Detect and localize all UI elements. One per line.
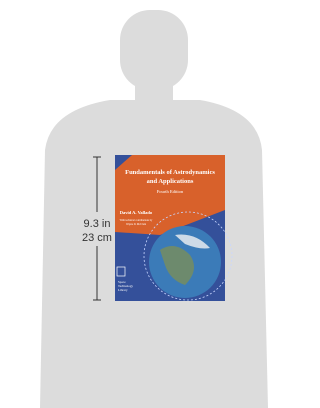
book: Fundamentals of Astrodynamics and Applic…: [115, 155, 232, 301]
height-cm: 23 cm: [82, 232, 112, 244]
book-series: Library: [118, 288, 128, 292]
book-contributor: Wayne D. McClain: [126, 223, 147, 226]
page: Fundamentals of Astrodynamics and Applic…: [0, 0, 320, 408]
height-inches: 9.3 in: [84, 218, 111, 230]
book-author: David A. Vallado: [120, 210, 153, 215]
book-edition: Fourth Edition: [157, 189, 184, 194]
book-title: Fundamentals of Astrodynamics: [125, 169, 215, 176]
book-title: and Applications: [147, 178, 194, 185]
product-image: Fundamentals of Astrodynamics and Applic…: [0, 0, 306, 408]
book-contributor: With technical contributions by: [120, 219, 153, 222]
